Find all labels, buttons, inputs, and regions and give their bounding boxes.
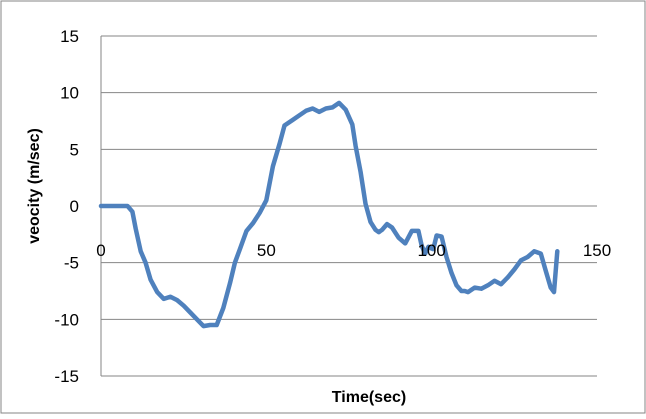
y-tick-label: 10 bbox=[60, 84, 79, 103]
y-tick-label: 15 bbox=[60, 27, 79, 46]
gridlines bbox=[101, 35, 597, 377]
y-tick-label: 0 bbox=[70, 197, 79, 216]
y-tick-label: -15 bbox=[54, 367, 79, 386]
x-tick-label: 100 bbox=[417, 241, 445, 260]
x-axis-title: Time(sec) bbox=[332, 389, 406, 406]
x-tick-label: 150 bbox=[583, 241, 611, 260]
y-tick-label: -5 bbox=[64, 254, 79, 273]
y-tick-label: 5 bbox=[70, 140, 79, 159]
series-line bbox=[98, 100, 560, 329]
y-tick-labels: 15 10 5 0 -5 -10 -15 bbox=[54, 27, 79, 386]
y-axis-title: veocity (m/sec) bbox=[26, 128, 43, 244]
x-tick-labels: 0 50 100 150 bbox=[96, 241, 611, 260]
x-tick-label: 50 bbox=[257, 241, 276, 260]
series-group bbox=[98, 100, 560, 329]
x-tick-label: 0 bbox=[96, 241, 105, 260]
y-tick-label: -10 bbox=[54, 310, 79, 329]
